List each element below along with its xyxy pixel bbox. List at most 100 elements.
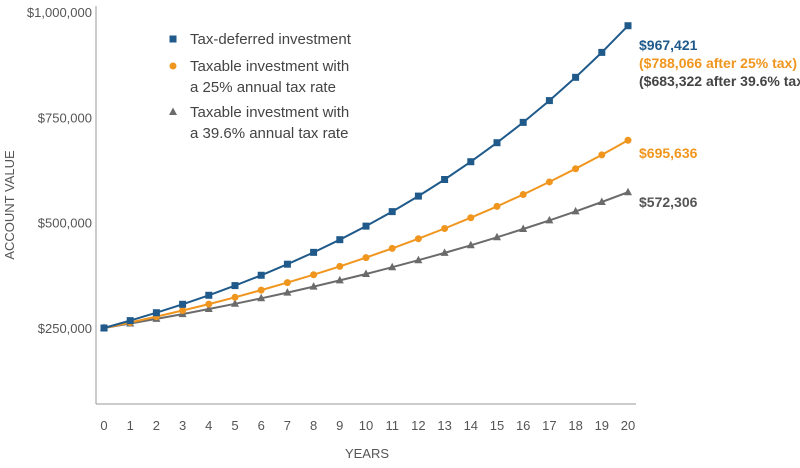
data-point <box>572 73 580 81</box>
series-line-1 <box>103 24 629 329</box>
series-line-2 <box>103 139 629 329</box>
legend-marker-2 <box>169 62 177 70</box>
data-point <box>519 224 528 233</box>
data-point <box>414 192 422 200</box>
data-point <box>100 324 108 332</box>
data-point <box>624 187 632 196</box>
data-point <box>572 165 580 173</box>
data-point <box>624 22 632 30</box>
data-point <box>598 151 606 159</box>
end-value-label: $695,636 <box>639 145 698 161</box>
data-point <box>545 215 554 224</box>
data-point <box>571 206 580 215</box>
data-point <box>257 271 265 279</box>
x-tick-label: 2 <box>153 418 160 433</box>
data-point <box>309 282 318 290</box>
data-point <box>283 279 291 287</box>
x-tick-labels: 0 1 2 3 4 5 6 7 8 9 10 11 12 13 14 15 16 17 18 19 20 <box>100 418 635 433</box>
data-point <box>362 254 370 262</box>
legend: Tax-deferred investment Taxable investmen… <box>169 31 352 142</box>
end-value-label: $572,306 <box>639 194 698 210</box>
x-tick-label: 11 <box>385 418 399 433</box>
data-point <box>283 288 292 296</box>
data-point <box>152 309 160 317</box>
annotation-label: ($683,322 after 39.6% tax) <box>639 73 800 89</box>
data-point <box>466 240 475 249</box>
data-point <box>388 208 396 216</box>
data-point <box>205 300 213 308</box>
end-value-label: $967,421 <box>639 37 698 53</box>
x-tick-label: 17 <box>542 418 556 433</box>
data-point <box>467 158 475 166</box>
x-tick-label: 15 <box>490 418 504 433</box>
x-tick-label: 5 <box>231 418 238 433</box>
data-point <box>545 178 553 186</box>
data-point <box>204 304 213 313</box>
data-point <box>362 222 370 230</box>
data-point <box>257 286 265 294</box>
data-point <box>467 214 475 222</box>
x-axis-title: YEARS <box>345 446 389 461</box>
data-point <box>310 248 318 256</box>
x-tick-label: 14 <box>464 418 478 433</box>
data-point <box>493 139 501 147</box>
data-point <box>335 275 344 284</box>
data-point <box>493 232 501 241</box>
data-point <box>624 136 632 144</box>
data-point <box>441 175 449 183</box>
x-tick-label: 18 <box>568 418 582 433</box>
y-tick-label: $1,000,000 <box>27 5 92 20</box>
legend-marker-1 <box>169 35 177 43</box>
data-point <box>441 224 449 232</box>
series-lines <box>103 24 629 329</box>
data-point <box>414 235 422 243</box>
data-point <box>336 262 344 270</box>
legend-marker-3 <box>169 107 177 115</box>
annotation-label: ($788,066 after 25% tax) <box>639 55 797 71</box>
data-point <box>440 248 449 256</box>
axes <box>95 6 636 405</box>
data-point <box>336 236 344 244</box>
legend-label: Taxable investment with <box>190 58 349 75</box>
x-tick-label: 0 <box>100 418 107 433</box>
y-axis-title: ACCOUNT VALUE <box>2 150 17 260</box>
y-tick-label: $500,000 <box>38 216 92 231</box>
data-point <box>126 317 134 325</box>
x-tick-label: 19 <box>595 418 609 433</box>
data-point <box>545 97 553 105</box>
data-point <box>231 299 239 307</box>
data-point <box>179 300 187 308</box>
data-point <box>362 269 370 277</box>
data-point <box>310 271 318 279</box>
x-tick-label: 1 <box>127 418 134 433</box>
legend-label: Taxable investment with <box>190 104 349 121</box>
data-point <box>231 282 239 290</box>
x-tick-label: 6 <box>258 418 265 433</box>
x-tick-label: 20 <box>621 418 635 433</box>
data-point <box>519 190 527 198</box>
legend-label: Tax-deferred investment <box>190 31 352 48</box>
x-tick-label: 8 <box>310 418 317 433</box>
data-point <box>388 262 397 271</box>
data-point <box>414 255 423 264</box>
series-markers <box>100 22 632 332</box>
x-tick-label: 7 <box>284 418 291 433</box>
x-tick-label: 4 <box>205 418 212 433</box>
data-point <box>388 244 396 252</box>
x-tick-label: 13 <box>437 418 451 433</box>
legend-label: a 39.6% annual tax rate <box>190 125 348 142</box>
data-point <box>597 197 606 205</box>
x-tick-label: 16 <box>516 418 530 433</box>
y-tick-labels: $250,000 $500,000 $750,000 $1,000,000 <box>27 5 92 336</box>
data-point <box>519 118 527 126</box>
x-tick-label: 9 <box>336 418 343 433</box>
x-tick-label: 12 <box>411 418 425 433</box>
y-tick-label: $750,000 <box>38 110 92 125</box>
legend-label: a 25% annual tax rate <box>190 79 336 96</box>
data-point <box>179 307 187 315</box>
data-point <box>283 260 291 268</box>
data-point <box>205 291 213 299</box>
x-tick-label: 10 <box>359 418 373 433</box>
